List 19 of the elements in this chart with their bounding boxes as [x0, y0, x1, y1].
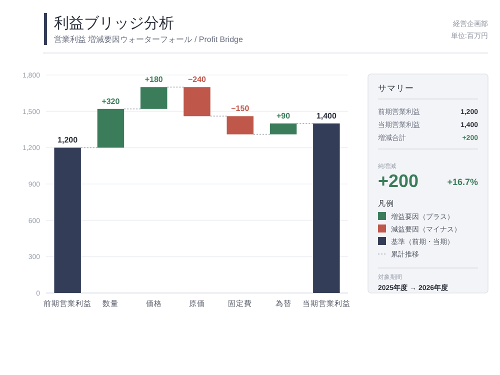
bar	[140, 87, 168, 109]
bar	[97, 108, 124, 148]
data-label: +180	[144, 75, 164, 84]
data-label: +320	[102, 96, 120, 106]
data-label: +90	[276, 111, 291, 120]
bar	[54, 148, 81, 293]
bar	[184, 87, 210, 116]
data-label: −240	[188, 75, 207, 84]
bar	[226, 116, 254, 134]
bar	[313, 123, 340, 293]
data-label: 1,400	[316, 111, 337, 120]
text: +200	[378, 171, 419, 191]
data-label: −150	[231, 104, 250, 114]
chart-title: 利益ブリッジ分析	[54, 15, 174, 32]
data-label: 1,200	[58, 136, 78, 145]
chart-subtitle: 営業利益 増減要因ウォーターフォール / Profit Bridge	[54, 35, 244, 44]
bar	[270, 123, 297, 134]
text: サマリー	[378, 83, 414, 93]
text: +16.7%	[447, 177, 478, 187]
